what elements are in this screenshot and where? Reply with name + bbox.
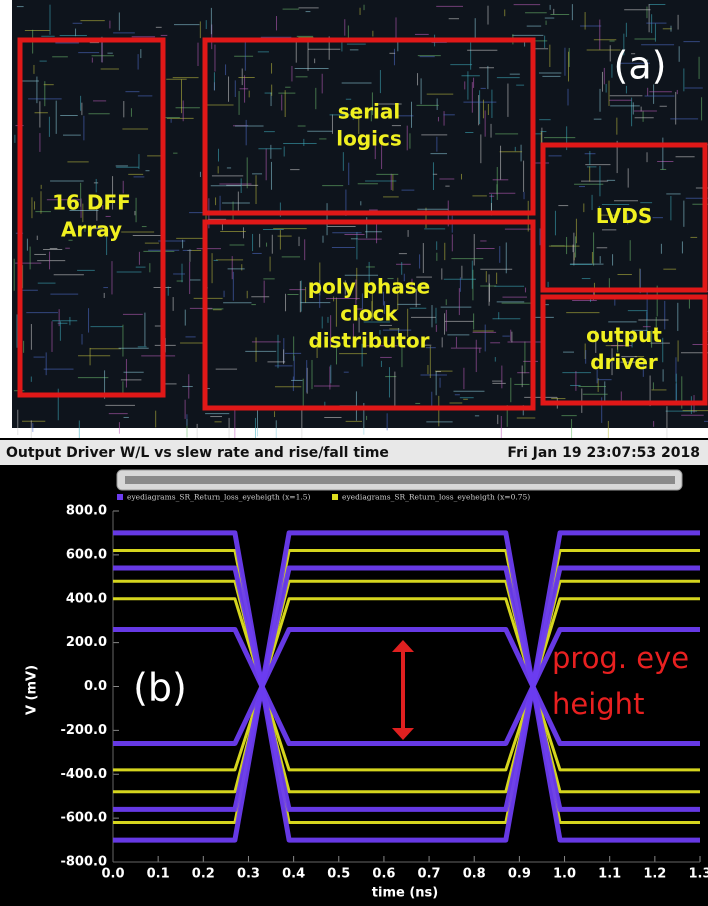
x-tick-label: 0.0 xyxy=(101,867,124,882)
x-tick-label: 0.1 xyxy=(147,867,170,882)
x-tick-label: 0.6 xyxy=(372,867,395,882)
annotation: height xyxy=(552,687,644,721)
legend-swatch xyxy=(117,494,123,500)
x-tick-label: 0.9 xyxy=(508,867,531,882)
block-label: serial xyxy=(338,100,401,124)
timestamp: Fri Jan 19 23:07:53 2018 xyxy=(507,445,700,461)
x-tick-label: 1.0 xyxy=(553,867,576,882)
block-label: clock xyxy=(340,302,398,326)
legend-swatch xyxy=(332,494,338,500)
x-tick-label: 0.4 xyxy=(282,867,305,882)
y-tick-label: -800.0 xyxy=(60,855,107,870)
legend-label: eyediagrams_SR_Return_loss_eyeheigth (x=… xyxy=(342,493,530,502)
x-tick-label: 0.8 xyxy=(463,867,486,882)
y-tick-label: 400.0 xyxy=(66,591,107,606)
x-tick-label: 1.1 xyxy=(598,867,621,882)
panel-label: (b) xyxy=(133,666,187,710)
x-axis-label: time (ns) xyxy=(372,886,438,901)
x-tick-label: 0.2 xyxy=(192,867,215,882)
block-label: driver xyxy=(590,350,658,374)
block-label: poly phase xyxy=(308,275,430,299)
block-label: output xyxy=(586,323,662,347)
x-tick-label: 0.5 xyxy=(327,867,350,882)
y-tick-label: 200.0 xyxy=(66,635,107,650)
x-tick-label: 1.2 xyxy=(643,867,666,882)
x-tick-label: 1.3 xyxy=(688,867,708,882)
block-label: Array xyxy=(61,218,122,242)
figure: Output Driver W/L vs slew rate and rise/… xyxy=(0,0,708,906)
legend-label: eyediagrams_SR_Return_loss_eyeheigth (x=… xyxy=(127,493,311,502)
x-tick-label: 0.7 xyxy=(418,867,441,882)
block-label: distributor xyxy=(308,329,429,353)
block-label: 16 DFF xyxy=(52,191,131,215)
annotation: prog. eye xyxy=(552,641,689,675)
block-label: logics xyxy=(336,127,402,151)
y-tick-label: 600.0 xyxy=(66,547,107,562)
y-tick-label: 800.0 xyxy=(66,504,107,519)
block-label: LVDS xyxy=(596,204,652,228)
y-tick-label: 0.0 xyxy=(84,679,107,694)
y-tick-label: -600.0 xyxy=(60,811,107,826)
y-tick-label: -400.0 xyxy=(60,767,107,782)
panel-label: (a) xyxy=(614,44,667,88)
scrollbar-thumb[interactable] xyxy=(125,476,675,484)
y-tick-label: -200.0 xyxy=(60,723,107,738)
chart-title: Output Driver W/L vs slew rate and rise/… xyxy=(6,445,389,461)
x-tick-label: 0.3 xyxy=(237,867,260,882)
y-axis-label: V (mV) xyxy=(25,665,40,715)
